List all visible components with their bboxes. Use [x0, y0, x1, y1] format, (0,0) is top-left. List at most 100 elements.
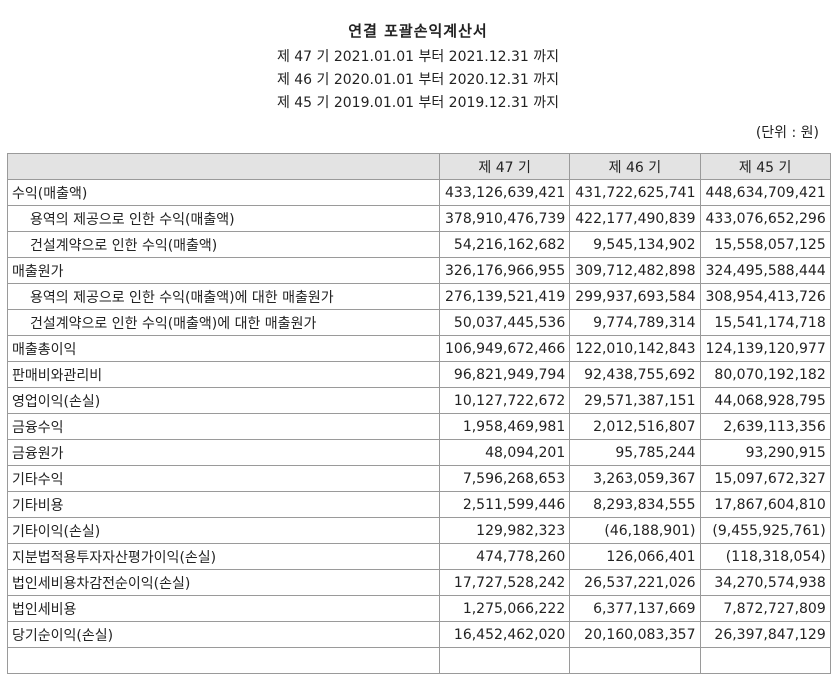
value-cell: 26,397,847,129 [699, 621, 831, 648]
table-row: 용역의 제공으로 인한 수익(매출액) 378,910,476,739 422,17… [7, 205, 831, 232]
header-cell: 제 46 기 [569, 153, 701, 180]
row-label: 당기순이익(손실) [7, 621, 440, 648]
header-cell: 제 47 기 [438, 153, 571, 180]
value-cell: 276,139,521,419 [438, 283, 571, 310]
period-line: 제 47 기 2021.01.01 부터 2021.12.31 까지 [276, 49, 560, 65]
value-cell: 50,037,445,536 [438, 309, 571, 336]
value-cell: 378,910,476,739 [438, 205, 571, 232]
row-label: 영업이익(손실) [7, 387, 440, 414]
table-row: 금융수익 1,958,469,981 2,012,516,807 2,639,113,… [7, 413, 831, 440]
value-cell: 324,495,588,444 [699, 257, 831, 284]
table-row: 법인세비용 1,275,066,222 6,377,137,669 7,872,727… [7, 595, 831, 622]
value-cell: 308,954,413,726 [699, 283, 831, 310]
row-label: 매출원가 [7, 257, 440, 284]
table-row: 건설계약으로 인한 수익(매출액)에 대한 매출원가 50,037,445,536… [7, 309, 831, 336]
period-line: 제 46 기 2020.01.01 부터 2020.12.31 까지 [276, 72, 560, 88]
value-cell: 7,596,268,653 [438, 465, 571, 492]
value-cell: 17,727,528,242 [438, 569, 571, 596]
period-list: 제 47 기 2021.01.01 부터 2021.12.31 까지 제 46 … [0, 46, 836, 115]
header-cell [7, 153, 440, 180]
value-cell: 44,068,928,795 [699, 387, 831, 414]
value-cell: 15,558,057,125 [699, 231, 831, 258]
value-cell: 299,937,693,584 [569, 283, 701, 310]
value-cell: (9,455,925,761) [699, 517, 831, 544]
value-cell: 17,867,604,810 [699, 491, 831, 518]
table-row: 건설계약으로 인한 수익(매출액) 54,216,162,682 9,545,134… [7, 231, 831, 258]
row-label: 건설계약으로 인한 수익(매출액) [7, 231, 440, 258]
table-row: 기타이익(손실) 129,982,323 (46,188,901) (9,455,92… [7, 517, 831, 544]
table-row: 매출원가 326,176,966,955 309,712,482,898 324,49… [7, 257, 831, 284]
table-row: 판매비와관리비 96,821,949,794 92,438,755,692 80,07… [7, 361, 831, 388]
table-row: 당기순이익(손실) 16,452,462,020 20,160,083,357 26,… [7, 621, 831, 648]
value-cell: 2,639,113,356 [699, 413, 831, 440]
value-cell: 6,377,137,669 [569, 595, 701, 622]
table-row: 용역의 제공으로 인한 수익(매출액)에 대한 매출원가 276,139,521,… [7, 283, 831, 310]
table-row: 영업이익(손실) 10,127,722,672 29,571,387,151 44,0… [7, 387, 831, 414]
value-cell: 15,097,672,327 [699, 465, 831, 492]
table-row: 매출총이익 106,949,672,466 122,010,142,843 124,1… [7, 335, 831, 362]
period-line: 제 45 기 2019.01.01 부터 2019.12.31 까지 [276, 95, 560, 111]
value-cell: 124,139,120,977 [699, 335, 831, 362]
row-label: 기타비용 [7, 491, 440, 518]
value-cell: 431,722,625,741 [569, 179, 701, 206]
value-cell: 15,541,174,718 [699, 309, 831, 336]
row-label: 기타이익(손실) [7, 517, 440, 544]
value-cell: 2,511,599,446 [438, 491, 571, 518]
table-row: 수익(매출액) 433,126,639,421 431,722,625,741 448… [7, 179, 831, 206]
value-cell: 8,293,834,555 [569, 491, 701, 518]
row-label: 용역의 제공으로 인한 수익(매출액)에 대한 매출원가 [7, 283, 440, 310]
table-row [7, 647, 831, 674]
table-row: 법인세비용차감전순이익(손실) 17,727,528,242 26,537,221,… [7, 569, 831, 596]
value-cell: 16,452,462,020 [438, 621, 571, 648]
value-cell: 54,216,162,682 [438, 231, 571, 258]
value-cell: 129,982,323 [438, 517, 571, 544]
value-cell: 93,290,915 [699, 439, 831, 466]
value-cell: 1,958,469,981 [438, 413, 571, 440]
row-label: 건설계약으로 인한 수익(매출액)에 대한 매출원가 [7, 309, 440, 336]
row-label: 법인세비용 [7, 595, 440, 622]
table-row: 기타비용 2,511,599,446 8,293,834,555 17,867,604… [7, 491, 831, 518]
value-cell: 309,712,482,898 [569, 257, 701, 284]
value-cell: 3,263,059,367 [569, 465, 701, 492]
value-cell: 433,126,639,421 [438, 179, 571, 206]
value-cell: 122,010,142,843 [569, 335, 701, 362]
table-row: 기타수익 7,596,268,653 3,263,059,367 15,097,672… [7, 465, 831, 492]
value-cell: 7,872,727,809 [699, 595, 831, 622]
table-row: 지분법적용투자자산평가이익(손실) 474,778,260 126,066,401(… [7, 543, 831, 570]
value-cell: 9,774,789,314 [569, 309, 701, 336]
table-body: 수익(매출액) 433,126,639,421 431,722,625,741 448… [7, 179, 831, 674]
row-label: 용역의 제공으로 인한 수익(매출액) [7, 205, 440, 232]
value-cell: 9,545,134,902 [569, 231, 701, 258]
value-cell: (46,188,901) [569, 517, 701, 544]
value-cell: 48,094,201 [438, 439, 571, 466]
value-cell: 474,778,260 [438, 543, 571, 570]
unit-label: (단위 : 원) [755, 125, 819, 141]
value-cell: (118,318,054) [699, 543, 831, 570]
value-cell: 2,012,516,807 [569, 413, 701, 440]
row-label: 수익(매출액) [7, 179, 440, 206]
value-cell: 448,634,709,421 [699, 179, 831, 206]
value-cell: 34,270,574,938 [699, 569, 831, 596]
value-cell: 1,275,066,222 [438, 595, 571, 622]
value-cell: 26,537,221,026 [569, 569, 701, 596]
income-statement-table: 제 47 기 제 46 기 제 45 기 수익(매출액) 433,126,639,… [7, 153, 831, 674]
value-cell: 29,571,387,151 [569, 387, 701, 414]
row-label: 금융수익 [7, 413, 440, 440]
value-cell [699, 647, 831, 674]
row-label: 기타수익 [7, 465, 440, 492]
document-title: 연결 포괄손익계산서 [348, 22, 488, 40]
value-cell: 80,070,192,182 [699, 361, 831, 388]
value-cell: 326,176,966,955 [438, 257, 571, 284]
value-cell: 433,076,652,296 [699, 205, 831, 232]
row-label: 법인세비용차감전순이익(손실) [7, 569, 440, 596]
value-cell: 10,127,722,672 [438, 387, 571, 414]
row-label: 금융원가 [7, 439, 440, 466]
value-cell: 96,821,949,794 [438, 361, 571, 388]
value-cell: 422,177,490,839 [569, 205, 701, 232]
value-cell: 106,949,672,466 [438, 335, 571, 362]
value-cell: 20,160,083,357 [569, 621, 701, 648]
value-cell: 95,785,244 [569, 439, 701, 466]
row-label: 지분법적용투자자산평가이익(손실) [7, 543, 440, 570]
row-label [7, 647, 440, 674]
header-cell: 제 45 기 [699, 153, 831, 180]
